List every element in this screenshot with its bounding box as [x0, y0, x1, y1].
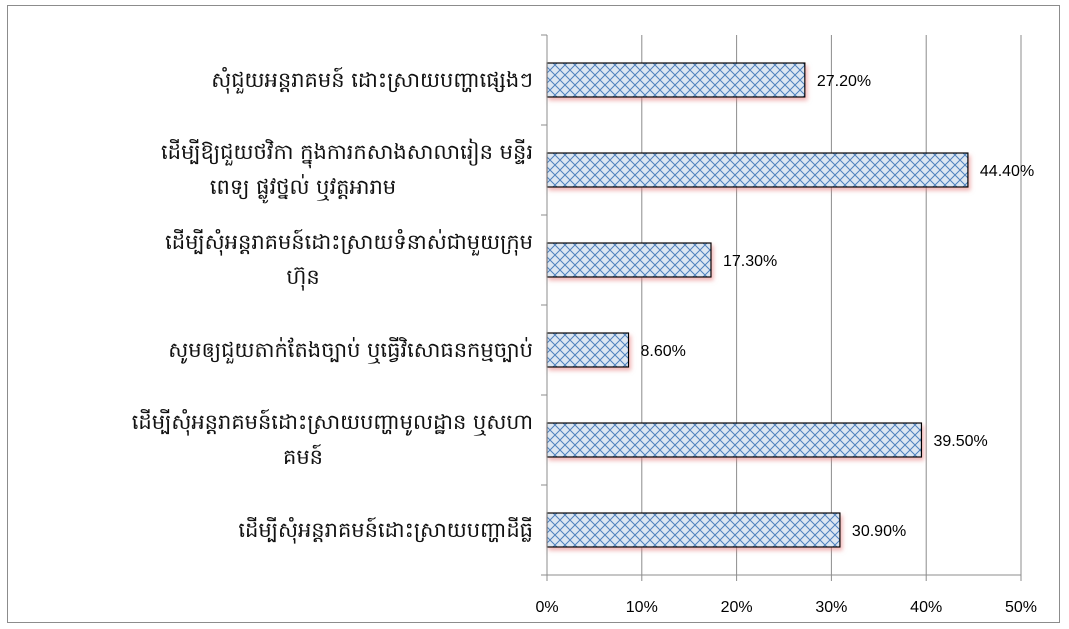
x-tick-label: 10% — [626, 599, 658, 616]
chart-frame — [7, 5, 1060, 623]
x-tick-label: 20% — [721, 599, 753, 616]
value-label: 30.90% — [852, 523, 906, 540]
category-label: ដើម្បីសុំអន្តរាគមន៍ដោះស្រាយបញ្ហាមូលដ្ឋាន… — [13, 405, 533, 475]
value-label: 44.40% — [980, 163, 1034, 180]
value-label: 17.30% — [723, 253, 777, 270]
x-tick-label: 30% — [815, 599, 847, 616]
bars — [546, 62, 969, 548]
category-label: ដើម្បីសុំអន្តរាគមន៍ដោះស្រាយទំនាស់ជាមួយក្… — [13, 225, 533, 295]
bar — [546, 512, 841, 548]
value-label: 27.20% — [817, 73, 871, 90]
category-label-line: ដើម្បីសុំអន្តរាគមន៍ដោះស្រាយទំនាស់ជាមួយក្… — [165, 230, 533, 254]
x-tick-label: 0% — [535, 599, 558, 616]
category-label-line: គមន៍ — [283, 445, 323, 469]
category-label: ដើម្បីសុំអន្តរាគមន៍ដោះស្រាយបញ្ហាដីធ្លី — [13, 513, 533, 548]
bar — [546, 242, 712, 278]
x-tick-label: 40% — [910, 599, 942, 616]
category-label-line: ដើម្បីសុំអន្តរាគមន៍ដោះស្រាយបញ្ហាដីធ្លី — [238, 517, 533, 542]
category-label: ដើម្បីឱ្យជួយថវិកា ក្នុងការកសាងសាលារៀន មន… — [13, 135, 533, 205]
x-tick-label: 50% — [1005, 599, 1037, 616]
category-label: សូមឲ្យជួយតាក់តែងច្បាប់ ឬធ្វើវិសោធនកម្មច្… — [13, 333, 533, 368]
category-label-line: ដើម្បីសុំអន្តរាគមន៍ដោះស្រាយបញ្ហាមូលដ្ឋាន… — [131, 410, 533, 434]
category-label-line: ពេទ្យ ផ្លូវថ្នល់ ឬវត្តអារាម — [209, 175, 397, 199]
value-labels: 27.20% 44.40% 17.30% 8.60% 39.50% 30.90% — [641, 73, 1035, 540]
category-label-line: សូមឲ្យជួយតាក់តែងច្បាប់ ឬធ្វើវិសោធនកម្មច្… — [168, 337, 533, 362]
bar — [546, 62, 806, 98]
category-label-line: ដើម្បីឱ្យជួយថវិកា ក្នុងការកសាងសាលារៀន មន… — [160, 140, 533, 164]
gridlines — [641, 35, 1022, 575]
category-label: សុំជួយអន្តរាគមន៍ ដោះស្រាយបញ្ហាផ្សេងៗ — [13, 63, 533, 98]
axes: 0% 10% 20% 30% 40% 50% — [535, 34, 1037, 616]
value-label: 8.60% — [641, 343, 686, 360]
bar — [546, 422, 923, 458]
bar — [546, 152, 969, 188]
bar — [546, 332, 630, 368]
category-label-line: សុំជួយអន្តរាគមន៍ ដោះស្រាយបញ្ហាផ្សេងៗ — [211, 67, 533, 92]
value-label: 39.50% — [933, 433, 987, 450]
category-label-line: ហ៊ុន — [286, 265, 320, 289]
